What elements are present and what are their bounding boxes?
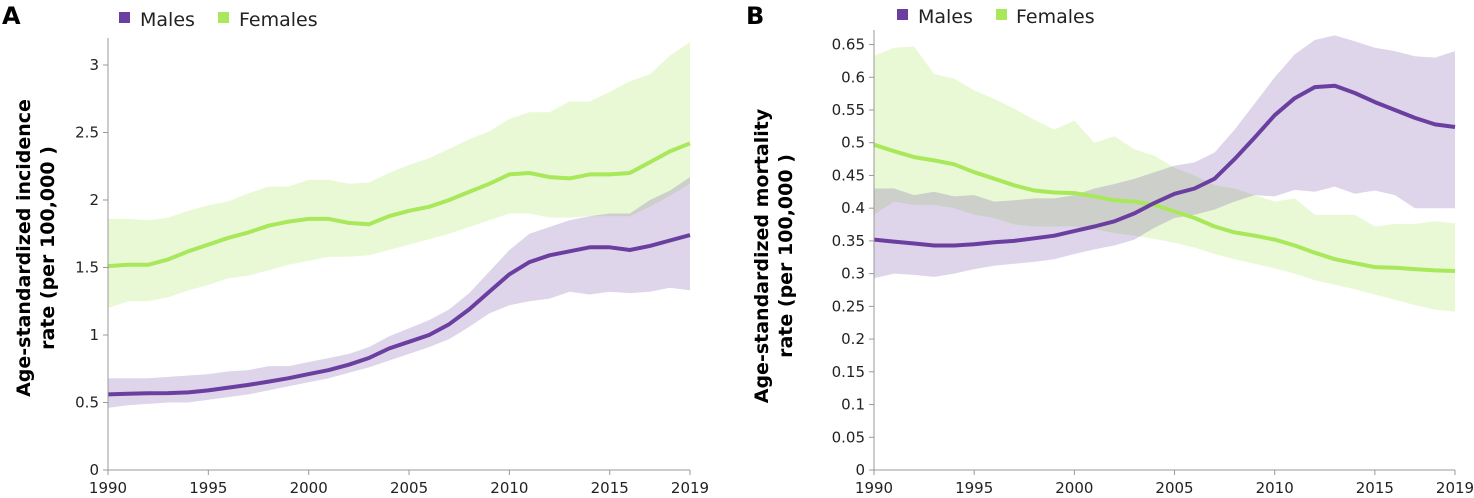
y-tick-label: 0: [855, 461, 865, 479]
x-tick-label: 1995: [189, 479, 227, 497]
y-tick-label: 0.2: [841, 330, 865, 348]
y-tick-label: 0.6: [841, 68, 865, 86]
panel-a-plot-area: [107, 42, 691, 408]
panel-b-label: B: [746, 2, 764, 30]
y-tick-label: 3: [89, 56, 99, 74]
y-tick-label: 0.35: [832, 232, 865, 250]
panel-a-y-axis-title: Age-standardized incidence rate (per 100…: [13, 99, 59, 397]
legend-females-swatch: [996, 9, 1007, 20]
legend-females-swatch: [218, 12, 229, 23]
males-line: [107, 233, 691, 397]
x-tick-label: 2019: [671, 479, 709, 497]
males-line: [873, 83, 1456, 248]
x-tick-label: 2000: [1055, 479, 1093, 497]
y-tick-label: 0.05: [832, 428, 865, 446]
x-tick-label: 2015: [1356, 479, 1394, 497]
legend-females-label: Females: [1016, 6, 1095, 28]
panel-a-ylabel-line1: Age-standardized incidence: [13, 99, 35, 397]
y-tick-label: 1: [89, 326, 99, 344]
females-ci-band: [874, 46, 1455, 312]
legend-males-swatch: [897, 9, 908, 20]
panel-b-ylabel-line2: rate (per 100,000 ): [775, 154, 797, 358]
y-tick-label: 0.25: [832, 297, 865, 315]
panel-a-x-ticks: 1990 1995 2000 2005 2010 2015 2019: [89, 470, 709, 497]
y-tick-label: 0.55: [832, 101, 865, 119]
y-tick-label: 0.5: [75, 394, 99, 412]
x-tick-label: 1995: [955, 479, 993, 497]
legend-males-swatch: [119, 12, 130, 23]
y-tick-label: 0.65: [832, 36, 865, 54]
females-ci-band: [108, 42, 690, 308]
panel-b-x-ticks: 1990 1995 2000 2005 2010 2015 2019: [855, 470, 1474, 497]
legend-females-label: Females: [239, 9, 318, 31]
females-line: [107, 141, 691, 269]
panel-b-legend: Males Females: [897, 6, 1095, 28]
panel-b-y-axis-title: Age-standardized mortality rate (per 100…: [751, 108, 797, 403]
x-tick-label: 2019: [1436, 479, 1474, 497]
y-tick-label: 0.15: [832, 363, 865, 381]
x-tick-label: 2015: [591, 479, 629, 497]
panel-b-ylabel-line1: Age-standardized mortality: [751, 108, 773, 403]
y-tick-label: 1.5: [75, 259, 99, 277]
panel-b-plot-area: [873, 35, 1456, 312]
x-tick-label: 2005: [1155, 479, 1193, 497]
panel-b-y-ticks: 0 0.05 0.1 0.15 0.2 0.25 0.3 0.35 0.4 0.45 0.5 0.55…: [832, 36, 874, 479]
panel-a-y-ticks: 0 0.5 1 1.5 2 2.5 3: [75, 56, 108, 479]
y-tick-label: 0: [89, 461, 99, 479]
x-tick-label: 2010: [1256, 479, 1294, 497]
y-tick-label: 0.4: [841, 199, 865, 217]
panel-b: B Males Females Age-standardized mortali…: [746, 2, 1474, 497]
females-line: [873, 142, 1456, 273]
panel-a-legend: Males Females: [119, 9, 318, 31]
y-tick-label: 2.5: [75, 124, 99, 142]
panel-a-ylabel-line2: rate (per 100,000 ): [37, 146, 59, 350]
panel-a-label: A: [2, 2, 21, 30]
x-tick-label: 2000: [290, 479, 328, 497]
males-ci-band: [108, 177, 690, 408]
x-tick-label: 2005: [390, 479, 428, 497]
x-tick-label: 1990: [89, 479, 127, 497]
panel-a: A Males Females Age-standardized inciden…: [2, 2, 709, 497]
males-ci-band: [874, 35, 1455, 279]
y-tick-label: 0.5: [841, 134, 865, 152]
y-tick-label: 0.3: [841, 265, 865, 283]
y-tick-label: 0.1: [841, 396, 865, 414]
y-tick-label: 0.45: [832, 166, 865, 184]
legend-males-label: Males: [140, 9, 195, 31]
y-tick-label: 2: [89, 191, 99, 209]
legend-males-label: Males: [918, 6, 973, 28]
x-tick-label: 2010: [490, 479, 528, 497]
x-tick-label: 1990: [855, 479, 893, 497]
